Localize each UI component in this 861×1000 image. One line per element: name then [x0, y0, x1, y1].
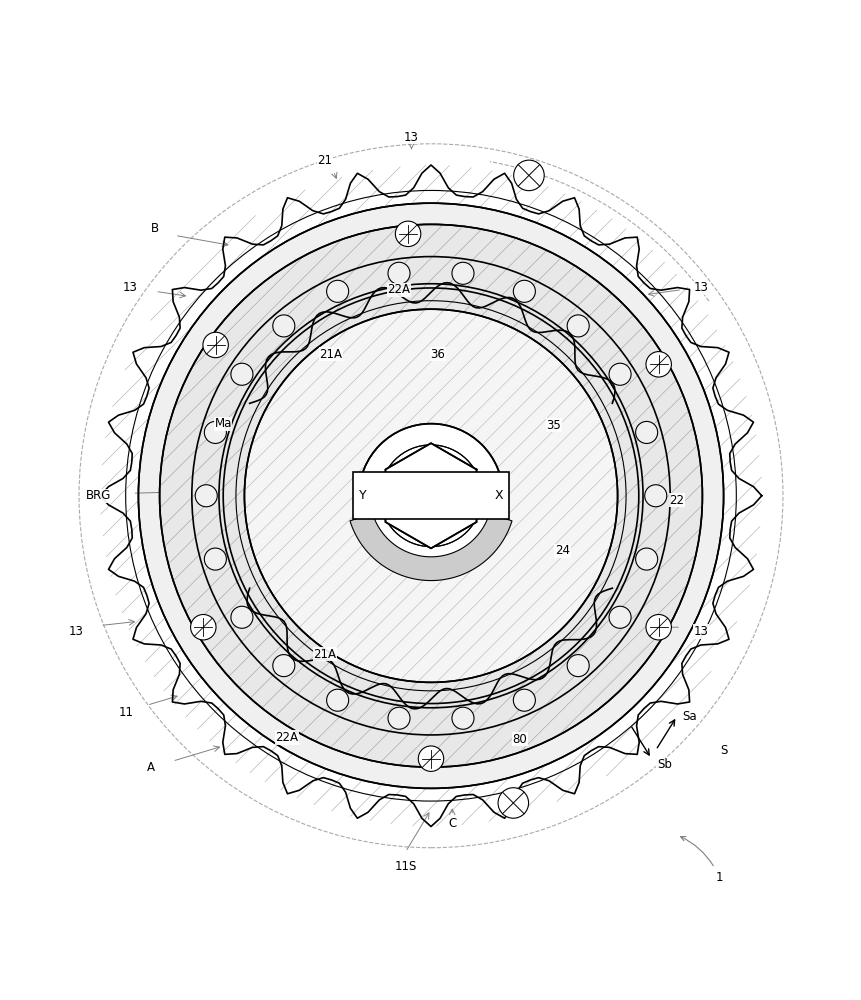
Text: A: A: [147, 761, 155, 774]
Circle shape: [513, 160, 543, 191]
Polygon shape: [350, 514, 511, 581]
Circle shape: [567, 655, 589, 677]
Text: 21A: 21A: [319, 348, 342, 361]
Bar: [352, 472, 509, 519]
Text: 36: 36: [430, 348, 444, 361]
Circle shape: [387, 262, 410, 284]
Circle shape: [204, 421, 226, 443]
Text: 13: 13: [692, 281, 708, 294]
Circle shape: [358, 424, 503, 568]
Text: Sb: Sb: [656, 758, 671, 771]
Circle shape: [645, 614, 671, 640]
Text: 13: 13: [404, 131, 418, 144]
Text: 1: 1: [680, 837, 722, 884]
Circle shape: [202, 332, 228, 358]
Text: B: B: [152, 222, 159, 235]
Text: 35: 35: [546, 419, 561, 432]
Polygon shape: [385, 443, 476, 548]
Text: 11S: 11S: [394, 860, 416, 873]
Circle shape: [139, 203, 722, 788]
Text: 21A: 21A: [313, 648, 336, 661]
Text: 13: 13: [69, 625, 84, 638]
Circle shape: [326, 280, 348, 302]
Text: Y: Y: [358, 489, 366, 502]
Circle shape: [326, 689, 348, 711]
Text: 22: 22: [669, 493, 684, 506]
Circle shape: [567, 315, 589, 337]
Text: BRG: BRG: [86, 489, 111, 502]
Circle shape: [387, 707, 410, 729]
Text: X: X: [494, 489, 503, 502]
Circle shape: [272, 655, 294, 677]
Circle shape: [231, 606, 252, 628]
Circle shape: [401, 466, 460, 525]
Text: Ma: Ma: [214, 417, 232, 430]
Text: C: C: [448, 817, 455, 830]
Circle shape: [418, 746, 443, 771]
Circle shape: [195, 485, 217, 507]
Circle shape: [190, 614, 216, 640]
Circle shape: [609, 606, 630, 628]
Circle shape: [159, 224, 702, 767]
Text: 13: 13: [122, 281, 137, 294]
Text: 22A: 22A: [387, 283, 410, 296]
Circle shape: [231, 363, 252, 385]
Text: Sa: Sa: [682, 710, 697, 723]
Circle shape: [451, 262, 474, 284]
Circle shape: [395, 221, 420, 247]
Text: 11: 11: [118, 706, 133, 719]
Text: 13: 13: [692, 625, 708, 638]
Text: 24: 24: [554, 544, 569, 557]
Circle shape: [380, 445, 481, 547]
Circle shape: [245, 309, 616, 682]
Circle shape: [498, 788, 528, 818]
Circle shape: [513, 689, 535, 711]
Circle shape: [609, 363, 630, 385]
Circle shape: [272, 315, 294, 337]
Circle shape: [635, 548, 657, 570]
Text: 21: 21: [317, 154, 332, 167]
Text: 80: 80: [512, 733, 527, 746]
Circle shape: [451, 707, 474, 729]
Text: 22A: 22A: [275, 731, 298, 744]
Circle shape: [635, 421, 657, 443]
Circle shape: [644, 485, 666, 507]
Circle shape: [645, 352, 671, 377]
Circle shape: [513, 280, 535, 302]
Circle shape: [204, 548, 226, 570]
Text: S: S: [719, 744, 727, 757]
